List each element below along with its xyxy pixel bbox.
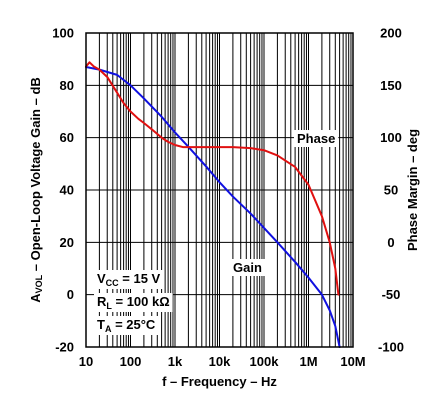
y-right-tick-label: 150 xyxy=(380,78,402,93)
x-tick-label: 10 xyxy=(79,354,93,369)
y-right-tick-label: 0 xyxy=(387,235,394,250)
y-left-axis-label: AVOL – Open-Loop Voltage Gain – dB xyxy=(28,77,44,303)
rl-suffix: = 100 kΩ xyxy=(112,294,170,309)
vcc-sub: CC xyxy=(106,278,119,288)
plot-frame xyxy=(85,32,354,348)
y-left-label-sub: VOL xyxy=(34,274,44,293)
y-left-tick-label: 20 xyxy=(60,235,74,250)
annotation-background xyxy=(294,130,339,147)
x-tick-label: 100 xyxy=(120,354,142,369)
x-axis-label: f – Frequency – Hz xyxy=(162,374,277,389)
vcc-prefix: V xyxy=(97,271,106,286)
y-right-axis-label: Phase Margin – deg xyxy=(405,129,420,251)
y-right-tick-label: -100 xyxy=(378,340,404,355)
y-left-label-prefix: A xyxy=(28,293,43,303)
phase-series-line xyxy=(85,61,340,296)
annotation-background xyxy=(94,270,164,289)
y-right-tick-label: 100 xyxy=(380,130,402,145)
annotation-background xyxy=(230,259,265,276)
series-layer xyxy=(85,61,341,348)
ta-sub: A xyxy=(105,324,112,334)
rl-condition: RL = 100 kΩ xyxy=(97,294,170,311)
phase-series-label: Phase xyxy=(297,131,335,146)
ta-condition: TA = 25°C xyxy=(97,317,156,334)
annotation-background xyxy=(94,316,159,335)
y-left-tick-label: 80 xyxy=(60,78,74,93)
vcc-condition: VCC = 15 V xyxy=(97,271,161,288)
y-left-tick-label: 40 xyxy=(60,183,74,198)
y-left-label-suffix: – Open-Loop Voltage Gain – dB xyxy=(28,77,43,275)
y-right-tick-label: 50 xyxy=(384,183,398,198)
tick-layer: 10 100 1k 10k 100k 1M 10M -20 0 20 40 60 80 100 -100 -5… xyxy=(52,26,404,370)
gain-series-line xyxy=(85,66,341,348)
y-right-tick-label: 200 xyxy=(380,26,402,41)
x-tick-label: 10k xyxy=(209,354,231,369)
ta-suffix: = 25°C xyxy=(111,317,155,332)
x-tick-label: 1k xyxy=(168,354,183,369)
ta-prefix: T xyxy=(97,317,105,332)
y-left-tick-label: 100 xyxy=(52,26,74,41)
y-left-tick-label: -20 xyxy=(55,340,74,355)
frame-layer xyxy=(85,32,354,348)
y-left-tick-label: 60 xyxy=(60,130,74,145)
y-left-tick-label: 0 xyxy=(67,287,74,302)
y-right-tick-label: -50 xyxy=(382,287,401,302)
x-tick-label: 100k xyxy=(250,354,280,369)
rl-sub: L xyxy=(106,301,112,311)
x-tick-label: 10M xyxy=(340,354,365,369)
vcc-suffix: = 15 V xyxy=(119,271,161,286)
annotation-background xyxy=(94,293,173,312)
x-tick-label: 1M xyxy=(299,354,317,369)
rl-prefix: R xyxy=(97,294,107,309)
gain-series-label: Gain xyxy=(233,260,262,275)
